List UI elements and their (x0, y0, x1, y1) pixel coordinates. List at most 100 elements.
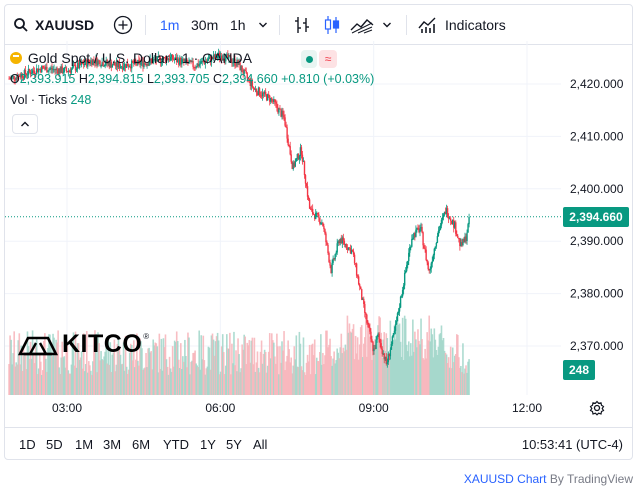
timezone-clock[interactable]: 10:53:41 (UTC-4) (521, 436, 623, 452)
volume-bar (43, 340, 45, 395)
volume-bar (307, 361, 310, 395)
candle-body (270, 97, 272, 102)
volume-bar (436, 354, 439, 395)
candle-body (380, 343, 382, 349)
candle-body (108, 62, 110, 68)
candle-body (215, 53, 218, 58)
volume-bar (403, 315, 406, 395)
attribution-link[interactable]: XAUUSD Chart (463, 472, 547, 486)
volume-bar (145, 353, 147, 395)
candle-body (154, 59, 156, 61)
symbol-description: Gold Spot / U.S. Dollar · 1 · OANDA (27, 50, 252, 66)
candle-body (74, 65, 77, 71)
candles-style-button[interactable] (323, 5, 341, 45)
range-3m-button[interactable]: 3M (103, 436, 122, 452)
volume-bar (139, 338, 141, 395)
volume-bar (227, 348, 229, 395)
volume-bar (384, 350, 387, 395)
volume-bar (333, 351, 335, 395)
volume-bar (293, 346, 296, 395)
candle-body (220, 55, 223, 60)
candle-body (52, 69, 54, 71)
volume-bar (283, 331, 285, 395)
collapse-legend-button[interactable] (12, 114, 38, 134)
volume-bar (468, 359, 470, 395)
volume-bar (253, 337, 256, 395)
chart-settings-button[interactable] (589, 400, 605, 421)
candle-body (430, 263, 432, 269)
chart-style-dropdown[interactable] (382, 5, 392, 45)
range-1m-button[interactable]: 1M (75, 436, 94, 452)
data-issues-button[interactable]: ≈ (319, 50, 337, 68)
candle-body (109, 61, 111, 68)
candle-body (110, 61, 112, 68)
interval-1m-button[interactable]: 1m (160, 17, 180, 33)
candle-body (31, 70, 34, 74)
volume-bar (292, 365, 295, 395)
compare-button[interactable] (113, 5, 133, 45)
candle-body (73, 65, 76, 66)
volume-bar (414, 331, 416, 395)
volume-bar (226, 334, 228, 395)
candle-body (56, 68, 58, 70)
interval-dropdown[interactable] (258, 5, 268, 45)
volume-bar (138, 365, 140, 395)
candle-body (467, 224, 469, 233)
market-status-indicator[interactable] (301, 50, 317, 68)
range-1d-button[interactable]: 1D (19, 436, 36, 452)
bar-style-button[interactable] (293, 5, 311, 45)
volume-bar (235, 350, 237, 395)
volume-bar (237, 338, 239, 395)
volume-bar (459, 367, 461, 395)
volume-bar (45, 358, 47, 395)
volume-bar (233, 331, 235, 395)
volume-bar (77, 343, 80, 395)
candle-body (240, 66, 242, 71)
price-chart[interactable]: 2,420.000 2,410.000 2,400.000 2,390.000 2,38… (0, 0, 637, 430)
volume-bar (340, 333, 343, 395)
candle-body (172, 59, 175, 61)
candle-body (340, 239, 342, 244)
candle-body (35, 68, 38, 75)
candle-body (166, 57, 169, 60)
volume-bar (120, 364, 123, 395)
volume-bar (136, 333, 138, 395)
range-5d-button[interactable]: 5D (46, 436, 63, 452)
candle-body (335, 252, 337, 255)
volume-bar (431, 334, 434, 395)
volume-bar (405, 344, 408, 395)
range-ytd-button[interactable]: YTD (163, 436, 189, 452)
volume-bar (234, 365, 236, 395)
volume-bar (62, 357, 65, 395)
range-5y-button[interactable]: 5Y (226, 436, 242, 452)
last-price-tag: 2,394.660 (563, 206, 629, 227)
candle-body (462, 238, 464, 246)
volume-bar (73, 365, 76, 395)
candle-body (90, 60, 92, 64)
volume-bar (282, 350, 284, 395)
candle-body (287, 138, 289, 145)
area-style-button[interactable] (350, 5, 374, 45)
volume-bar (182, 356, 184, 395)
volume-bar (31, 330, 34, 395)
candle-body (210, 56, 213, 63)
interval-30m-button[interactable]: 30m (191, 17, 219, 33)
candle-body (367, 322, 369, 325)
candle-body (339, 239, 341, 244)
range-all-button[interactable]: All (253, 436, 268, 452)
candle-body (101, 62, 103, 66)
volume-bar (450, 368, 453, 395)
volume-bar (344, 344, 347, 395)
indicators-button[interactable]: Indicators (418, 5, 506, 45)
candle-body (147, 63, 149, 66)
volume-bar (19, 364, 22, 395)
range-1y-button[interactable]: 1Y (200, 436, 216, 452)
candle-body (163, 57, 166, 58)
candle-body (292, 162, 294, 169)
range-6m-button[interactable]: 6M (132, 436, 151, 452)
candle-body (127, 66, 130, 68)
volume-bar (420, 318, 422, 395)
candle-body (201, 61, 203, 62)
interval-1h-button[interactable]: 1h (230, 17, 246, 33)
symbol-search[interactable]: XAUUSD (13, 5, 94, 45)
